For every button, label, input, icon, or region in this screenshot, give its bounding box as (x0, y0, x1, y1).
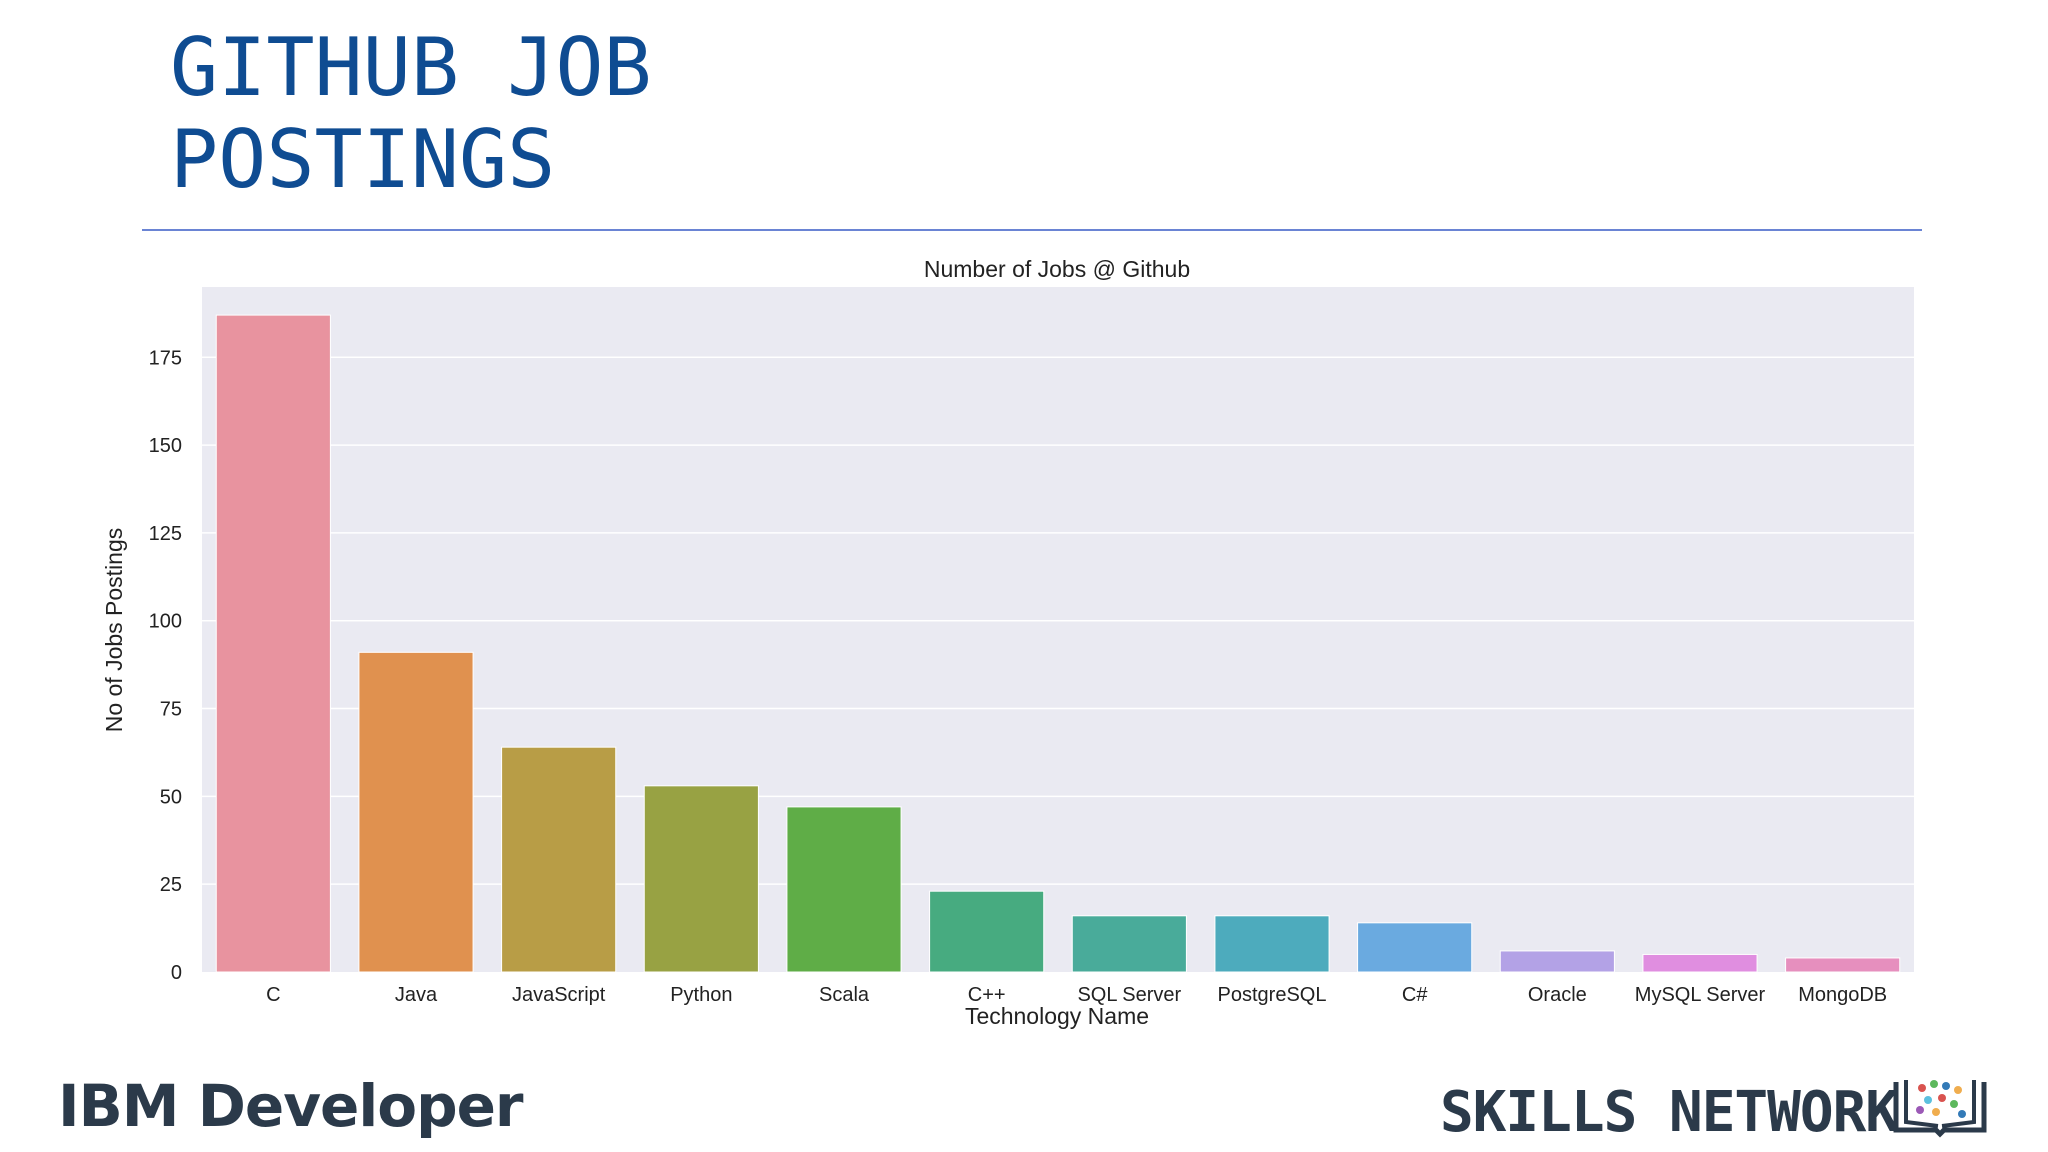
x-tick-label: JavaScript (512, 984, 606, 1006)
x-tick-label: C (266, 984, 280, 1006)
x-tick-label: C++ (968, 984, 1006, 1006)
bar-c- (929, 890, 1045, 973)
y-tick-label: 125 (149, 523, 182, 545)
x-tick-label: SQL Server (1077, 984, 1181, 1006)
bar-c (215, 314, 331, 973)
x-tick-label: PostgreSQL (1218, 984, 1327, 1006)
x-tick-label: Scala (819, 984, 870, 1006)
slide-title: GITHUB JOB POSTINGS (170, 22, 652, 206)
bars (215, 314, 1901, 973)
y-tick-label: 25 (160, 874, 182, 896)
bar-c- (1357, 922, 1473, 973)
bar-oracle (1499, 950, 1615, 973)
bar-javascript (501, 746, 617, 973)
books-icon (1893, 1080, 1987, 1138)
x-tick-label: MySQL Server (1635, 984, 1766, 1006)
slide-title-line1: GITHUB JOB (170, 21, 652, 114)
slide-title-line2: POSTINGS (170, 113, 556, 206)
developer-wordmark: Developer (197, 1072, 524, 1140)
y-tick-label: 100 (149, 611, 182, 633)
x-axis-label: Technology Name (965, 1003, 1149, 1029)
x-tick-labels: C Java JavaScript Python Scala C++ SQL Server P… (266, 984, 1887, 1006)
x-tick-label: Python (670, 984, 732, 1006)
bar-python (643, 785, 759, 973)
x-tick-label: Java (395, 984, 438, 1006)
gridlines (202, 356, 1914, 885)
y-tick-label: 150 (149, 435, 182, 457)
y-axis-label: No of Jobs Postings (101, 528, 127, 733)
title-divider (142, 229, 1922, 231)
ibm-wordmark: IBM (58, 1072, 180, 1140)
bar-scala (786, 806, 902, 973)
bar-mongodb (1785, 957, 1901, 973)
y-tick-labels: 0 25 50 75 100 125 150 175 (149, 347, 182, 984)
y-tick-label: 175 (149, 347, 182, 369)
bar-postgresql (1214, 915, 1330, 973)
bar-mysql-server (1642, 953, 1758, 973)
y-tick-label: 75 (160, 699, 182, 721)
y-tick-label: 0 (171, 962, 182, 984)
plot-area (202, 287, 1914, 972)
y-tick-label: 50 (160, 786, 182, 808)
bar-chart: Number of Jobs @ Github 0 25 50 75 100 125 150… (101, 256, 1914, 1029)
x-tick-label: Oracle (1528, 984, 1587, 1006)
ibm-developer-logo: IBM Developer (58, 1072, 524, 1140)
x-tick-label: MongoDB (1798, 984, 1887, 1006)
chart-title: Number of Jobs @ Github (924, 256, 1190, 282)
x-tick-label: C# (1402, 984, 1428, 1006)
bar-java (358, 651, 474, 973)
skills-network-logo: SKILLS NETWORK (1440, 1080, 1899, 1145)
bar-sql-server (1071, 915, 1187, 973)
